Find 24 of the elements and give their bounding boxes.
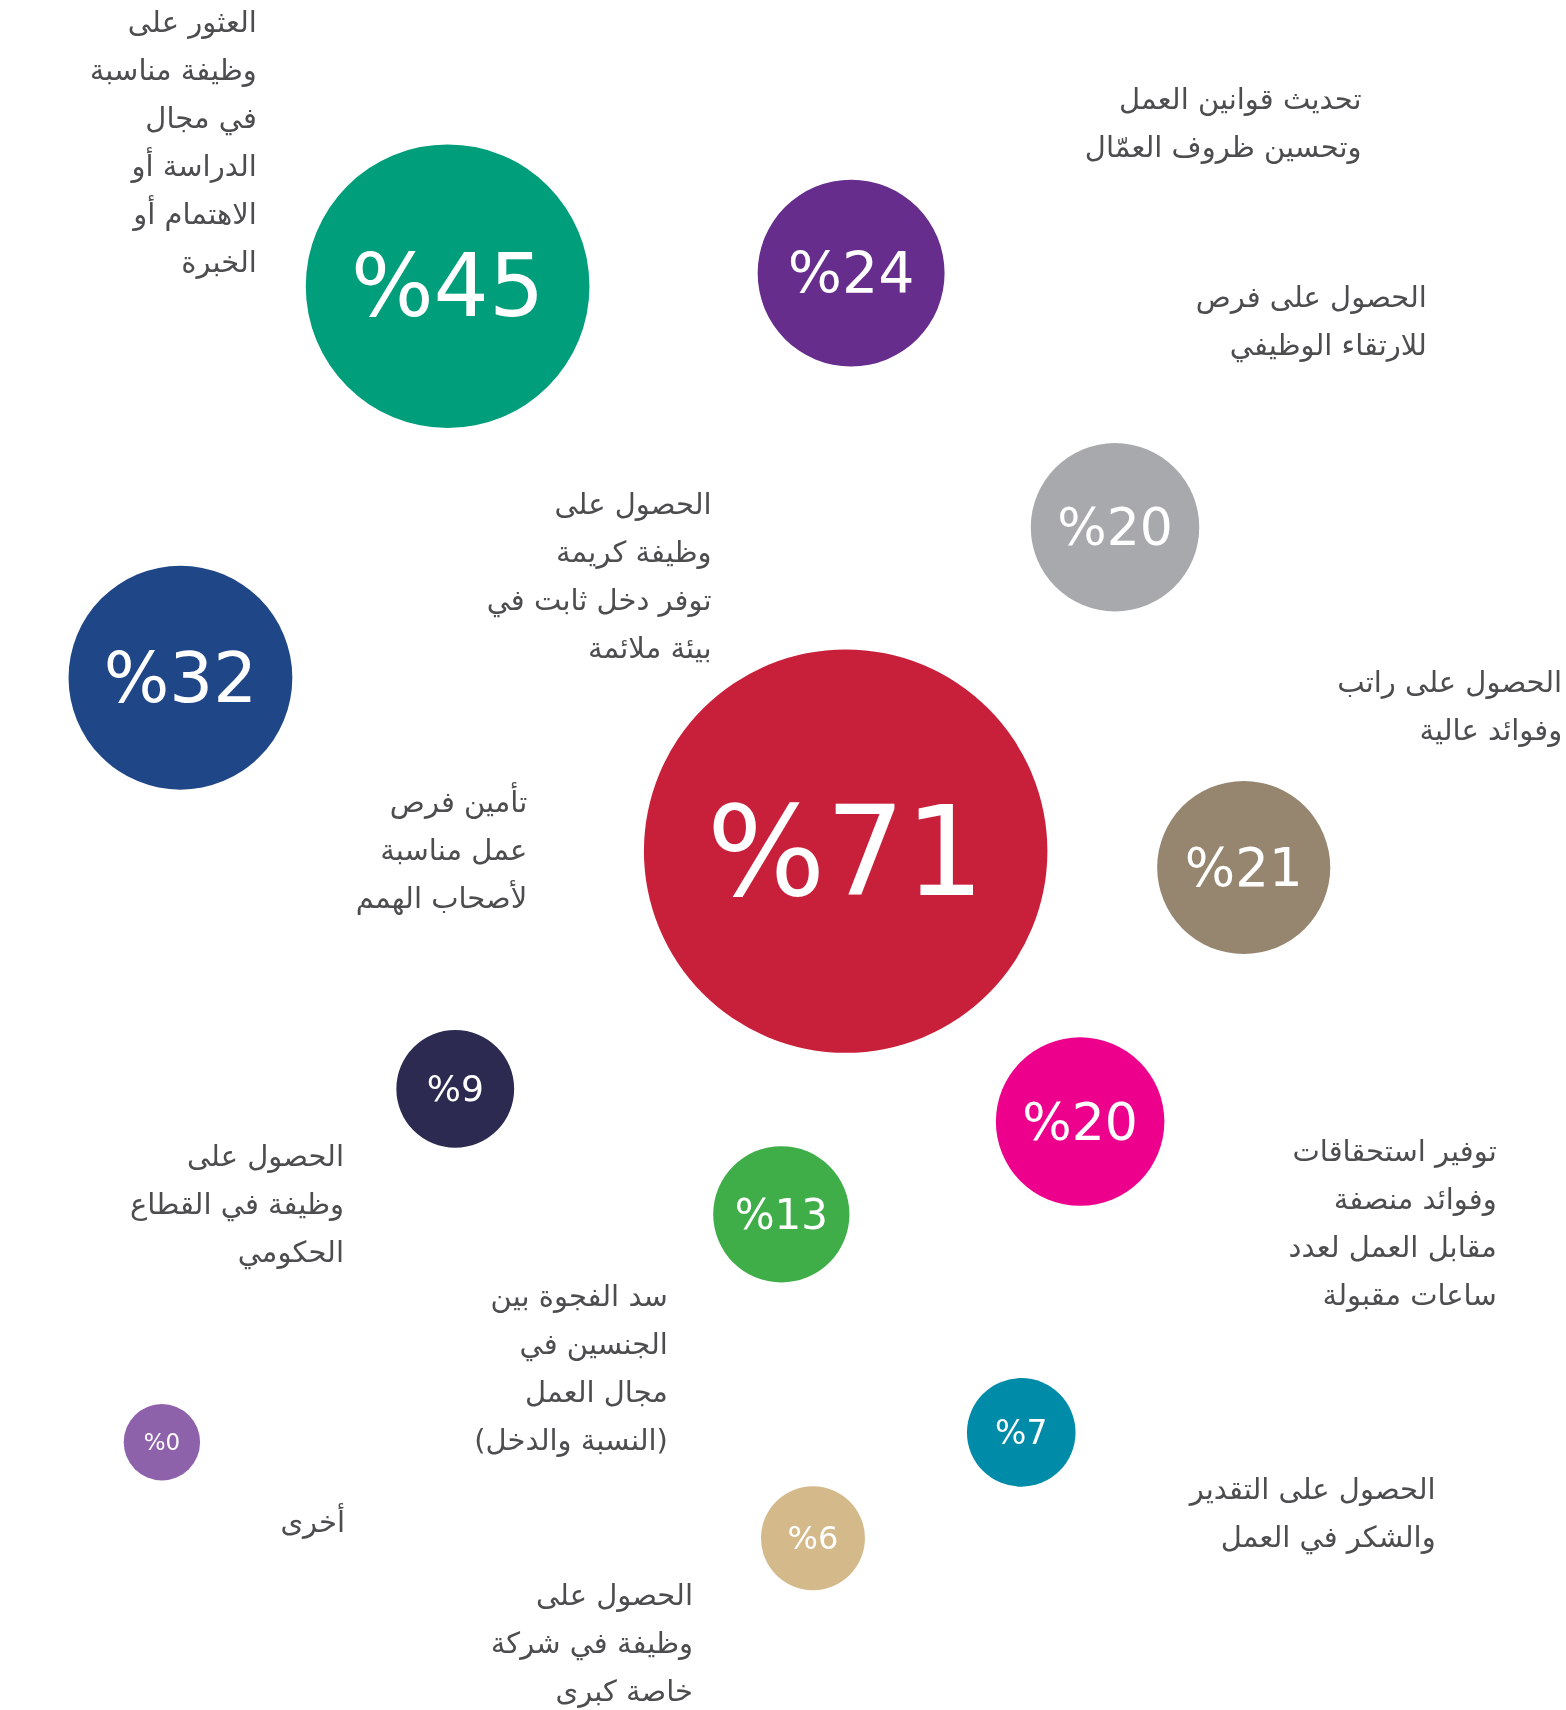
- category-label: توفير استحقاقات وفوائد منصفة مقابل العمل لعدد ساعات مقبولة: [1288, 1134, 1497, 1312]
- category-label: الحصول على راتب وفوائد عالية: [1337, 665, 1563, 748]
- data-label: %7: [995, 1412, 1048, 1452]
- category-label: الحصول على وظيفة كريمة توفر دخل ثابت في بيئة ملائمة: [486, 487, 712, 666]
- data-label: %45: [350, 235, 545, 338]
- category-label: تأمين فرص عمل مناسبة لأصحاب الهمم: [355, 781, 528, 917]
- data-label: %20: [1022, 1091, 1138, 1152]
- data-label: %71: [706, 778, 985, 924]
- category-label: الحصول على وظيفة في القطاع الحكومي: [130, 1139, 345, 1271]
- data-label: %32: [103, 637, 258, 718]
- data-label: %24: [787, 240, 915, 307]
- data-label: %6: [787, 1519, 839, 1558]
- data-label: %13: [734, 1189, 828, 1239]
- category-label: الحصول على فرص للارتقاء الوظيفي: [1195, 280, 1427, 364]
- category-label: تحديث قوانين العمل وتحسين ظروف العمّال: [1084, 81, 1362, 164]
- data-label: %20: [1057, 497, 1173, 558]
- data-label: %21: [1184, 837, 1303, 898]
- category-label: سد الفجوة بين الجنسين في مجال العمل (النسبة والدخل): [474, 1279, 668, 1458]
- category-label: أخرى: [280, 1501, 346, 1539]
- category-label: الحصول على وظيفة في شركة خاصة كبرى: [490, 1577, 693, 1708]
- category-label: الحصول على التقدير والشكر في العمل: [1187, 1472, 1436, 1556]
- data-label: %9: [426, 1068, 484, 1110]
- data-label: %0: [143, 1429, 181, 1456]
- category-label: العثور على وظيفة مناسبة في مجال الدراسة أو الاهتمام أو الخبرة: [89, 5, 257, 280]
